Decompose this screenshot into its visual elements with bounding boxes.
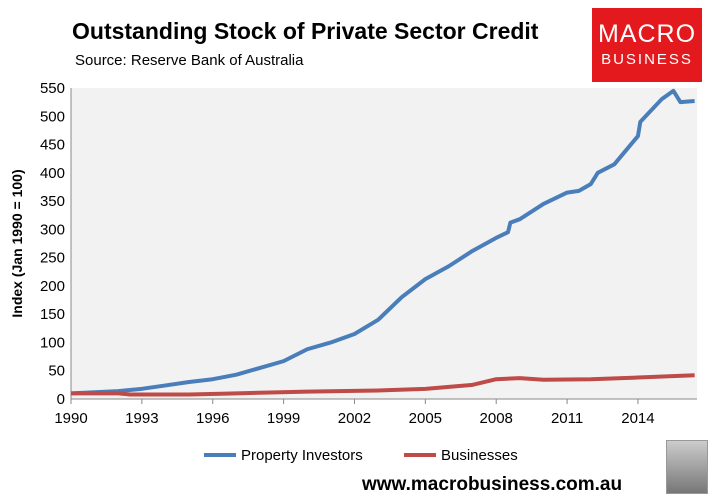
legend-label: Businesses bbox=[441, 447, 518, 464]
x-tick-label: 1993 bbox=[125, 410, 158, 427]
y-tick-label: 100 bbox=[40, 334, 65, 351]
y-tick-label: 150 bbox=[40, 306, 65, 323]
y-tick-label: 350 bbox=[40, 193, 65, 210]
x-tick-label: 2005 bbox=[409, 410, 442, 427]
x-tick-label: 2008 bbox=[480, 410, 513, 427]
chart-subtitle: Source: Reserve Bank of Australia bbox=[75, 52, 304, 69]
y-tick-label: 550 bbox=[40, 80, 65, 97]
y-tick-label: 450 bbox=[40, 137, 65, 154]
x-tick-label: 1990 bbox=[54, 410, 87, 427]
legend-label: Property Investors bbox=[241, 447, 363, 464]
y-tick-label: 300 bbox=[40, 221, 65, 238]
series-line-property-investors bbox=[70, 88, 695, 396]
macrobusiness-logo: MACRO BUSINESS bbox=[592, 8, 702, 82]
logo-line2: BUSINESS bbox=[601, 51, 693, 68]
x-tick-label: 1996 bbox=[196, 410, 229, 427]
x-tick-label: 2002 bbox=[338, 410, 371, 427]
logo-line1: MACRO bbox=[597, 20, 697, 48]
x-tick-label: 2014 bbox=[621, 410, 654, 427]
website-url: www.macrobusiness.com.au bbox=[362, 474, 623, 495]
y-tick-label: 0 bbox=[57, 391, 65, 408]
x-tick-label: 1999 bbox=[267, 410, 300, 427]
y-tick-label: 400 bbox=[40, 165, 65, 182]
y-axis-label: Index (Jan 1990 = 100) bbox=[9, 169, 25, 317]
y-tick-label: 200 bbox=[40, 278, 65, 295]
series-line-businesses bbox=[71, 373, 695, 397]
y-tick-label: 250 bbox=[40, 250, 65, 267]
x-tick-label: 2011 bbox=[551, 410, 583, 427]
wolf-logo-icon bbox=[666, 440, 708, 494]
chart-title: Outstanding Stock of Private Sector Cred… bbox=[72, 18, 539, 44]
plot-area bbox=[71, 88, 697, 399]
y-tick-label: 50 bbox=[48, 363, 65, 380]
y-tick-label: 500 bbox=[40, 108, 65, 125]
